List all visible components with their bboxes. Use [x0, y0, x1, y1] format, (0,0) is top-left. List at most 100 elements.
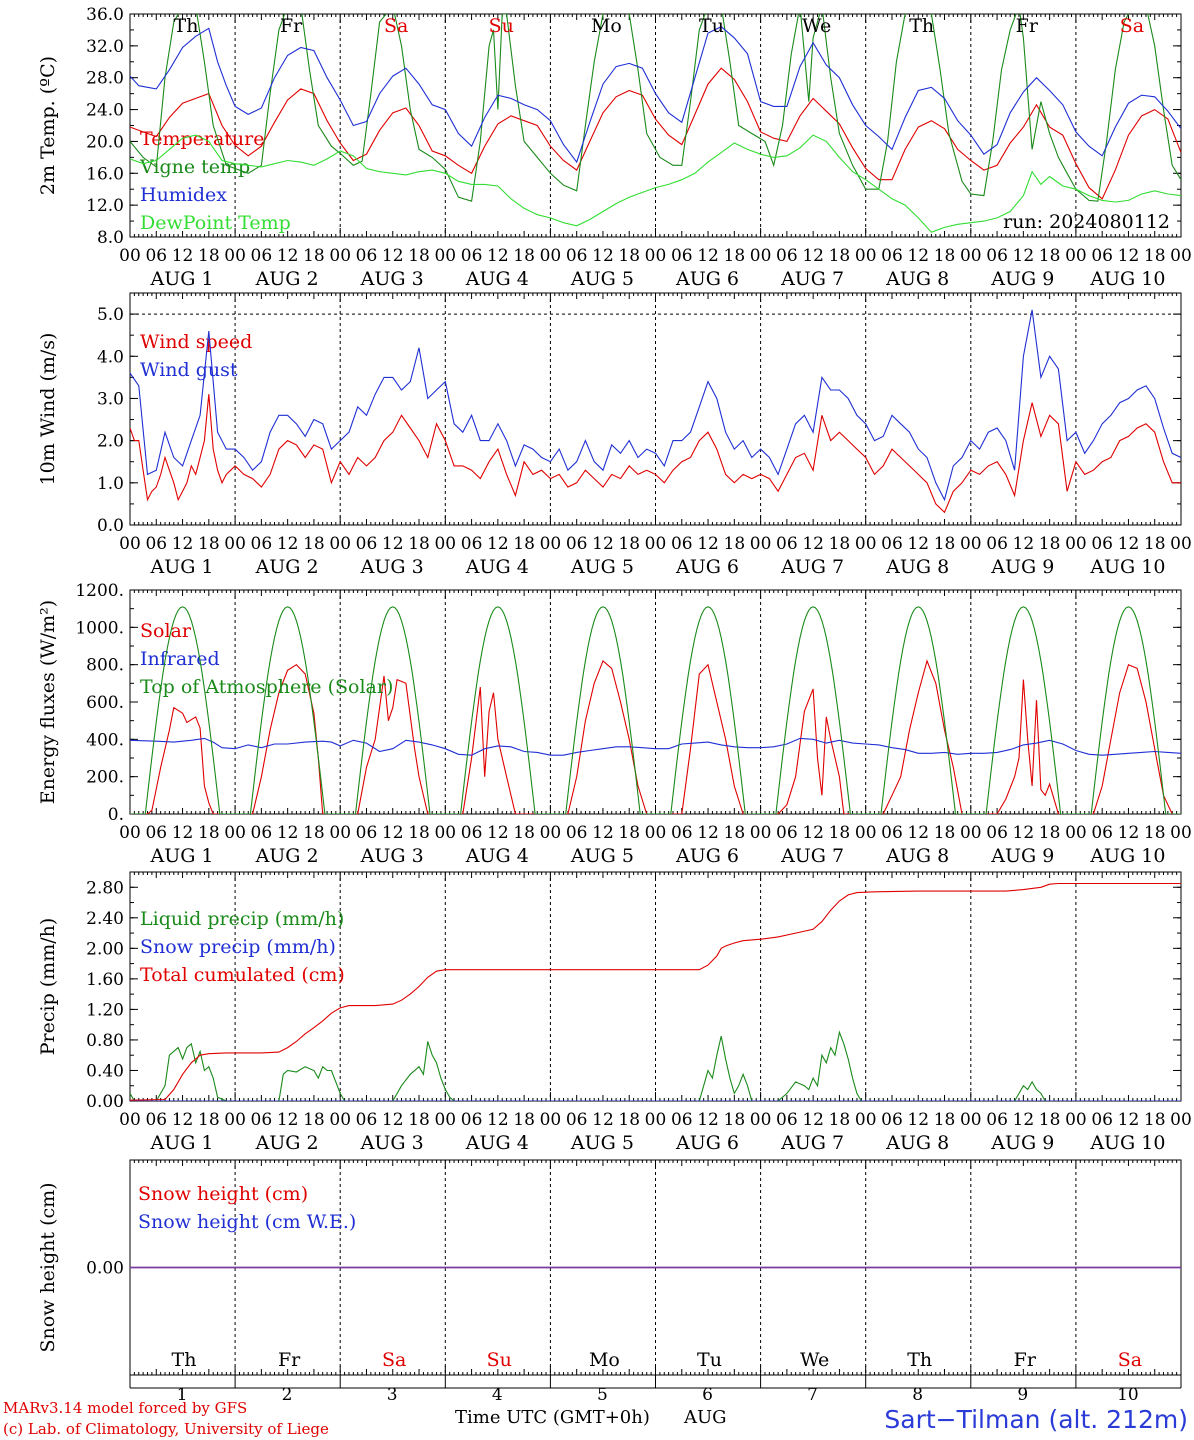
hour-tick-label: 06	[461, 1110, 483, 1130]
hour-tick-label: 06	[145, 1110, 167, 1130]
date-label: AUG 9	[990, 845, 1054, 867]
hour-tick-label: 12	[382, 246, 404, 266]
hour-tick-label: 06	[566, 823, 588, 843]
hour-tick-label: 06	[986, 1110, 1008, 1130]
date-label: AUG 5	[570, 845, 634, 867]
day-number-label: 3	[387, 1385, 398, 1405]
hour-tick-label: 18	[724, 534, 746, 554]
y-tick-label: 0.00	[86, 1092, 124, 1112]
y-tick-label: 2.0	[97, 432, 124, 452]
weekday-label: Tu	[699, 15, 724, 37]
y-axis-label: Energy fluxes (W/m²)	[37, 600, 59, 804]
day-number-label: 2	[282, 1385, 293, 1405]
hour-tick-label: 00	[645, 246, 667, 266]
hour-tick-label: 06	[671, 823, 693, 843]
hour-tick-label: 06	[461, 246, 483, 266]
hour-tick-label: 18	[724, 246, 746, 266]
date-label: AUG 7	[780, 268, 844, 290]
legend-entry: Infrared	[140, 648, 220, 670]
hour-tick-label: 06	[671, 246, 693, 266]
hour-tick-label: 00	[1170, 246, 1192, 266]
date-label: AUG 1	[149, 556, 213, 578]
hour-tick-label: 00	[434, 1110, 456, 1130]
hour-tick-label: 06	[251, 1110, 273, 1130]
y-tick-label: 1.0	[97, 474, 124, 494]
hour-tick-label: 00	[540, 1110, 562, 1130]
y-tick-label: 36.0	[86, 5, 124, 25]
hour-tick-label: 06	[1091, 823, 1113, 843]
date-label: AUG 8	[885, 1132, 949, 1154]
hour-tick-label: 18	[198, 534, 220, 554]
hour-tick-label: 00	[1065, 534, 1087, 554]
hour-tick-label: 12	[592, 246, 614, 266]
y-axis-label: Snow height (cm)	[37, 1182, 59, 1352]
hour-tick-label: 06	[566, 1110, 588, 1130]
day-number-label: 1	[177, 1385, 188, 1405]
hour-tick-label: 06	[671, 1110, 693, 1130]
day-number-label: 10	[1117, 1385, 1139, 1405]
y-tick-label: 16.0	[86, 164, 124, 184]
hour-tick-label: 18	[1144, 246, 1166, 266]
legend-entry: Vigne temp	[139, 156, 250, 178]
hour-tick-label: 06	[986, 246, 1008, 266]
y-tick-label: 2.00	[86, 939, 124, 959]
hour-tick-label: 12	[487, 1110, 509, 1130]
y-tick-label: 24.0	[86, 101, 124, 121]
hour-tick-label: 12	[172, 246, 194, 266]
series-line-lightgreen	[130, 134, 1181, 233]
hour-tick-label: 00	[119, 534, 141, 554]
day-number-label: 8	[912, 1385, 923, 1405]
hour-tick-label: 00	[855, 246, 877, 266]
hour-tick-label: 12	[1013, 823, 1035, 843]
series-line-blue	[130, 26, 1181, 164]
hour-tick-label: 00	[960, 534, 982, 554]
hour-tick-label: 12	[802, 246, 824, 266]
hour-tick-label: 18	[829, 534, 851, 554]
hour-tick-label: 18	[303, 246, 325, 266]
hour-tick-label: 00	[329, 534, 351, 554]
hour-tick-label: 12	[1013, 534, 1035, 554]
hour-tick-label: 06	[776, 823, 798, 843]
y-tick-label: 1200.	[75, 581, 124, 601]
hour-tick-label: 12	[1118, 823, 1140, 843]
y-axis-label: 10m Wind (m/s)	[37, 333, 59, 486]
hour-tick-label: 00	[329, 1110, 351, 1130]
hour-tick-label: 00	[750, 1110, 772, 1130]
legend-entry: Temperature	[140, 128, 264, 150]
hour-tick-label: 12	[487, 246, 509, 266]
series-line-red	[130, 394, 1181, 514]
hour-tick-label: 06	[776, 246, 798, 266]
hour-tick-label: 12	[1013, 1110, 1035, 1130]
hour-tick-label: 12	[907, 246, 929, 266]
date-label: AUG 4	[465, 845, 529, 867]
y-axis-label: Precip (mm/h)	[37, 918, 59, 1056]
legend-entry: Top of Atmosphere (Solar)	[140, 676, 393, 698]
hour-tick-label: 18	[934, 534, 956, 554]
weekday-label: Th	[172, 1349, 197, 1371]
weekday-label: We	[802, 15, 831, 37]
y-tick-label: 400.	[86, 730, 124, 750]
hour-tick-label: 18	[1144, 534, 1166, 554]
series-line-blue	[130, 309, 1181, 502]
hour-tick-label: 18	[513, 246, 535, 266]
series-line-red	[130, 882, 1181, 1101]
hour-tick-label: 06	[566, 534, 588, 554]
y-tick-label: 200.	[86, 768, 124, 788]
hour-tick-label: 18	[408, 1110, 430, 1130]
hour-tick-label: 00	[855, 534, 877, 554]
legend-entry: DewPoint Temp	[140, 212, 291, 234]
hour-tick-label: 06	[1091, 534, 1113, 554]
date-label: AUG 4	[465, 268, 529, 290]
weekday-label: Mo	[591, 15, 622, 37]
hour-tick-label: 18	[408, 823, 430, 843]
hour-tick-label: 18	[198, 1110, 220, 1130]
date-label: AUG 4	[465, 1132, 529, 1154]
y-tick-label: 0.0	[97, 516, 124, 536]
date-label: AUG 6	[675, 1132, 739, 1154]
hour-tick-label: 12	[697, 534, 719, 554]
y-tick-label: 28.0	[86, 69, 124, 89]
legend-entry: Snow precip (mm/h)	[140, 936, 336, 958]
hour-tick-label: 18	[513, 823, 535, 843]
date-label: AUG 1	[149, 268, 213, 290]
weekday-label: Th	[907, 1349, 932, 1371]
